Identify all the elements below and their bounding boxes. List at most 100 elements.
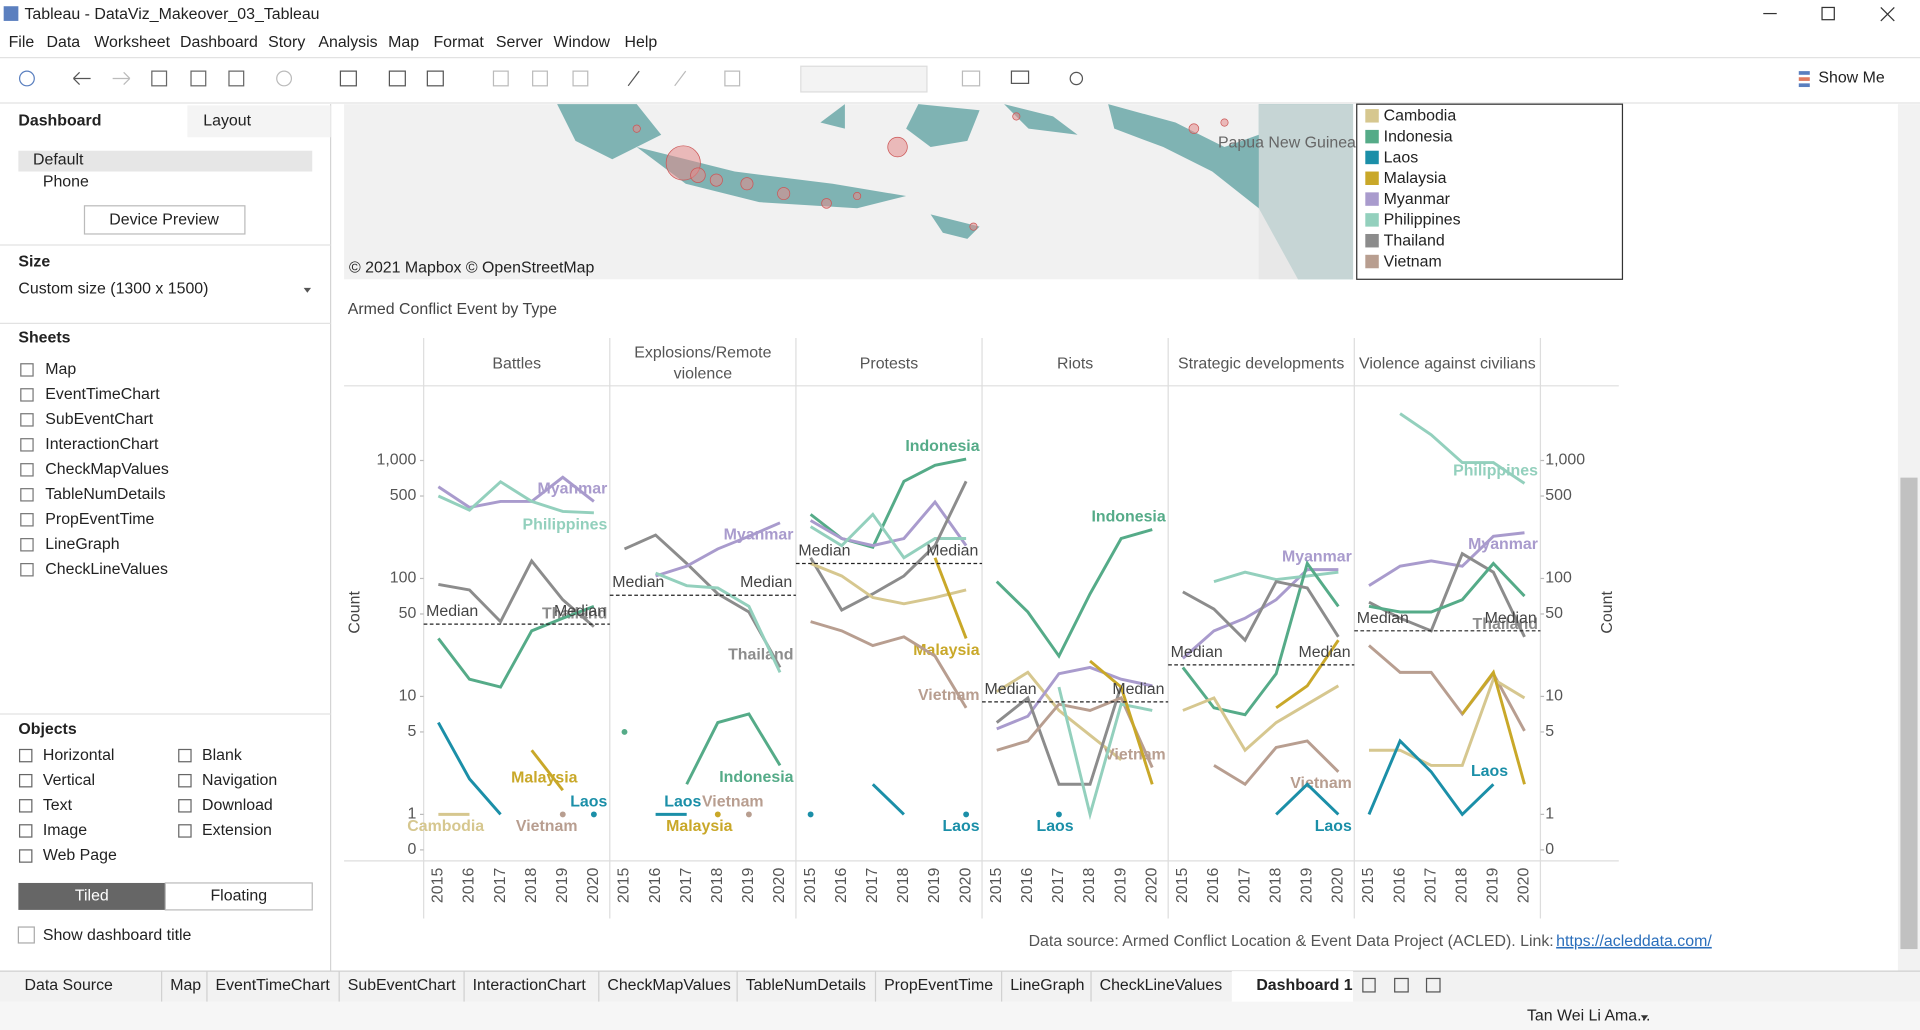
x-tick-label: 2020 — [585, 868, 602, 904]
menu-item[interactable]: Map — [388, 34, 419, 51]
menu-item[interactable]: Help — [624, 34, 657, 51]
x-tick-label: 2019 — [554, 868, 571, 904]
object-item[interactable]: Download — [202, 797, 273, 814]
series-line — [1461, 669, 1526, 785]
menu-item[interactable]: Story — [268, 34, 305, 51]
sheet-icon — [20, 488, 34, 502]
object-item[interactable]: Web Page — [43, 847, 117, 864]
sheet-tab[interactable]: EventTimeChart — [216, 977, 331, 994]
tiled-label[interactable]: Tiled — [75, 888, 109, 905]
tab-bar — [0, 971, 1920, 1002]
device-item[interactable]: Default — [33, 152, 84, 169]
sheet-tab[interactable]: SubEventChart — [348, 977, 456, 994]
x-tick-label: 2017 — [492, 868, 509, 904]
panel-header: Riots — [1057, 353, 1093, 371]
object-item[interactable]: Horizontal — [43, 747, 115, 764]
sheet-item[interactable]: SubEventChart — [45, 411, 153, 428]
menu-item[interactable]: Analysis — [318, 34, 377, 51]
sheet-item[interactable]: Map — [45, 361, 76, 378]
sheets-heading: Sheets — [18, 329, 70, 346]
sheet-tab[interactable]: InteractionChart — [473, 977, 587, 994]
series-line — [437, 479, 594, 515]
legend-swatch — [1365, 213, 1379, 227]
sheet-tab[interactable]: PropEventTime — [884, 977, 993, 994]
toolbar-icons[interactable] — [18, 65, 1810, 93]
sheet-item[interactable]: TableNumDetails — [45, 486, 165, 503]
sidebar-tab[interactable]: Dashboard — [18, 113, 101, 130]
device-preview-label[interactable]: Device Preview — [109, 212, 219, 229]
sheet-item[interactable]: LineGraph — [45, 536, 119, 553]
sheet-item[interactable]: PropEventTime — [45, 511, 154, 528]
device-preview-button[interactable] — [83, 205, 246, 235]
series-line — [995, 670, 1123, 762]
y-tick-label: 10 — [399, 688, 417, 705]
sheet-icon — [20, 513, 34, 527]
object-item[interactable]: Extension — [202, 822, 272, 839]
sheet-tab[interactable]: CheckLineValues — [1100, 977, 1223, 994]
object-item[interactable]: Blank — [202, 747, 242, 764]
objects-heading: Objects — [18, 721, 76, 738]
layout-tab-bg — [187, 105, 331, 138]
menu-item[interactable]: File — [9, 34, 35, 51]
size-value[interactable]: Custom size (1300 x 1500) — [18, 280, 208, 297]
sheet-tab[interactable]: TableNumDetails — [746, 977, 866, 994]
sheet-item[interactable]: CheckLineValues — [45, 561, 168, 578]
point — [807, 811, 814, 818]
tiled-button[interactable] — [18, 882, 166, 910]
menu-item[interactable]: Format — [433, 34, 484, 51]
panel-header: Strategic developments — [1178, 353, 1344, 371]
device-item[interactable]: Phone — [43, 174, 89, 191]
sheet-tab[interactable]: CheckMapValues — [607, 977, 731, 994]
series-line — [996, 665, 1153, 731]
data-source-tab[interactable]: Data Source — [24, 977, 113, 994]
object-item[interactable]: Image — [43, 822, 87, 839]
menu-item[interactable]: Data — [47, 34, 81, 51]
sheet-item[interactable]: InteractionChart — [45, 436, 159, 453]
series-label: Vietnam — [918, 687, 980, 704]
new-sheet-buttons[interactable] — [1362, 977, 1441, 993]
x-tick-label: 2016 — [647, 868, 664, 904]
menu-item[interactable]: Dashboard — [180, 34, 258, 51]
object-icon — [178, 799, 192, 813]
sheet-tab[interactable]: Map — [170, 977, 201, 994]
object-icon — [178, 748, 192, 763]
series-label: Myanmar — [1468, 536, 1538, 553]
x-tick-label: 2016 — [1391, 868, 1408, 904]
sheet-tab[interactable]: LineGraph — [1010, 977, 1084, 994]
user-name[interactable]: Tan Wei Li Ama... — [1527, 1008, 1650, 1025]
data-source: Data source: Armed Conflict Location & E… — [1029, 933, 1554, 950]
data-source-link[interactable]: https://acleddata.com/ — [1556, 933, 1712, 950]
object-item[interactable]: Text — [43, 797, 73, 814]
series-line — [1368, 531, 1525, 587]
object-item[interactable]: Navigation — [202, 772, 277, 789]
y-tick-label: 50 — [399, 605, 417, 622]
median-label: Median — [1485, 610, 1537, 627]
show-title-label[interactable]: Show dashboard title — [43, 927, 192, 944]
median-label: Median — [798, 542, 850, 559]
sheet-tabs: Map EventTimeChart SubEventChart Interactio… — [161, 971, 1223, 1002]
series-label: Vietnam — [1290, 775, 1352, 792]
scrollbar-thumb[interactable] — [1900, 477, 1918, 950]
x-tick-label: 2018 — [1081, 868, 1098, 904]
sheet-item[interactable]: EventTimeChart — [45, 386, 160, 403]
legend-swatch — [1365, 109, 1379, 123]
menu-item[interactable]: Worksheet — [94, 34, 170, 51]
floating-button[interactable] — [164, 882, 313, 911]
legend: Cambodia Indonesia Laos Malaysia Myanmar Phil… — [1365, 108, 1461, 270]
menu-item[interactable]: Server — [496, 34, 544, 51]
sheet-item[interactable]: CheckMapValues — [45, 461, 169, 478]
x-tick-label: 2016 — [461, 868, 478, 904]
show-me[interactable]: Show Me — [1818, 70, 1884, 87]
window-controls[interactable] — [1763, 6, 1895, 22]
checkbox[interactable] — [17, 926, 35, 944]
sidebar-tab[interactable]: Layout — [203, 113, 251, 130]
panel-header: Protests — [860, 353, 918, 371]
active-tab[interactable]: Dashboard 1 — [1256, 977, 1352, 994]
map-place-label: Papua New Guinea — [1218, 135, 1356, 152]
series-line — [437, 604, 595, 689]
object-item[interactable]: Vertical — [43, 772, 95, 789]
floating-label[interactable]: Floating — [210, 888, 267, 905]
menu-item[interactable]: Window — [553, 34, 610, 51]
